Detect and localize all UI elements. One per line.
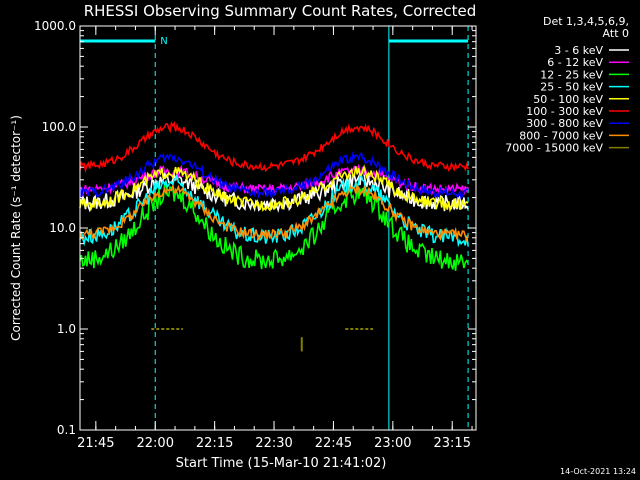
legend-header-line-2: Att 0 <box>603 27 629 40</box>
y-tick-label-2: 10.0 <box>49 221 76 235</box>
legend-label-7: 800 - 7000 keV <box>519 129 603 142</box>
y-tick-label-1: 1.0 <box>57 322 76 336</box>
series-line-5 <box>79 120 469 174</box>
y-tick-label-0: 0.1 <box>57 423 76 437</box>
x-tick-label-4: 22:45 <box>315 436 352 451</box>
x-axis-label: Start Time (15-Mar-10 21:41:02) <box>176 456 387 471</box>
event-marker-label-0: N <box>160 36 167 47</box>
series-line-2 <box>79 183 469 271</box>
y-axis-label: Corrected Count Rate (s⁻¹ detector⁻¹) <box>9 115 23 341</box>
x-tick-label-2: 22:15 <box>196 436 233 451</box>
generation-timestamp: 14-Oct-2021 13:24 <box>560 467 636 476</box>
y-tick-label-3: 100.0 <box>42 120 76 134</box>
series-group <box>79 120 469 271</box>
legend-label-2: 12 - 25 keV <box>540 68 603 81</box>
legend-label-1: 6 - 12 keV <box>547 56 603 69</box>
x-tick-label-5: 23:00 <box>374 436 411 451</box>
series-line-7 <box>79 183 469 243</box>
series-line-1 <box>79 163 469 197</box>
extra-marks <box>151 328 374 352</box>
legend-label-6: 300 - 800 keV <box>526 117 603 130</box>
series-line-4 <box>79 164 469 213</box>
chart-title: RHESSI Observing Summary Count Rates, Co… <box>84 2 477 20</box>
x-tick-label-1: 22:00 <box>137 436 174 451</box>
x-tick-label-0: 21:45 <box>77 436 114 451</box>
legend-label-3: 25 - 50 keV <box>540 81 603 94</box>
series-line-6 <box>79 150 469 200</box>
x-tick-label-6: 23:15 <box>434 436 471 451</box>
x-tick-label-3: 22:30 <box>255 436 292 451</box>
legend-label-0: 3 - 6 keV <box>554 44 603 57</box>
y-tick-label-4: 1000.0 <box>34 19 76 33</box>
legend-label-8: 7000 - 15000 keV <box>505 142 603 155</box>
legend-label-4: 50 - 100 keV <box>533 93 603 106</box>
legend-header-line-1: Det 1,3,4,5,6,9, <box>543 15 629 28</box>
axes: 0.1 1.0 10.0 100.0 1000.0 21:45 22:00 22:15 22:3… <box>34 19 477 451</box>
legend-label-5: 100 - 300 keV <box>526 105 603 118</box>
